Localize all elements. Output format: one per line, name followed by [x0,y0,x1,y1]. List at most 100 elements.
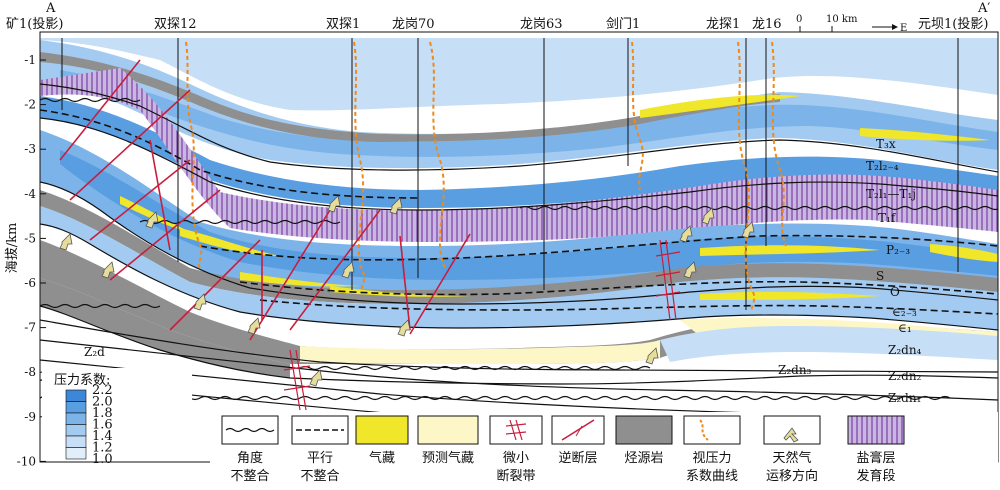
legend-label-salt-1: 盐膏层 [856,450,895,466]
legend-label-migration-2: 运移方向 [766,468,818,484]
legend-label-parallel-1: 平行 [307,451,333,466]
legend-item-reverse: 逆断层 [551,415,605,466]
strata-label-t2l2-4: T₂l₂₋₄ [866,159,899,173]
section-body [40,32,998,462]
legend-label-curve-2: 系数曲线 [686,469,738,484]
legend-item-microfault: 微小 断裂带 [489,415,543,484]
legend-item-source: 烃源岩 [615,415,673,466]
t3x-core [60,70,998,157]
y-tick-label: -5 [24,231,36,245]
well-label-shuangtan1: 双探1 [326,17,360,32]
strata-label-o: O [890,285,900,299]
y-tick-label: -2 [24,98,36,112]
scale-zero-label: 0 [796,14,802,25]
legend-label-source: 烃源岩 [624,451,663,466]
source-rock-s [40,190,998,304]
well-label-long16: 龙16 [752,17,782,32]
pressure-swatch [65,447,87,460]
well-label-kuang1: 矿1(投影) [6,16,63,32]
y-tick-label: -8 [24,365,36,379]
well-label-longtan1: 龙探1 [706,17,740,32]
east-direction-indicator: E [872,23,907,34]
direction-label: E [900,23,907,34]
pressure-swatch [65,412,87,425]
pressure-curves [185,41,787,313]
y-axis: -1 -2 -3 -4 -5 -6 -7 -8 -9 -10 海拔/km [5,32,46,468]
strata-label-z2dn3: Z₂dn₃ [778,363,812,377]
marker-a: A [45,1,56,16]
strata-labels: T₃x T₂l₂₋₄ T₂l₁—T₁j T₁f P₂₋₃ S O ∈₂₋₃ ∈₁… [84,137,922,405]
pressure-swatch [65,424,87,437]
pressure-value-label: 1.6 [92,418,113,433]
pressure-legend-title: 压力系数: [54,373,110,388]
predicted-gas-lower [300,340,660,364]
pressure-swatch [65,435,87,448]
legend-item-gas: 气藏 [355,415,409,466]
pressure-value-label: 1.8 [92,406,113,421]
pressure-value-label: 1.0 [92,452,113,467]
legend-label-angular-1: 角度 [237,450,263,466]
strata-label-t1f: T₁f [878,211,897,225]
pressure-value-label: 2.2 [92,383,113,398]
strata-label-t3x: T₃x [876,137,896,151]
source-rock-z2d [40,278,290,378]
migration-arrows [59,195,755,387]
y-axis-label: 海拔/km [5,223,20,274]
pressure-value-label: 1.4 [92,429,113,444]
strata-label-z2d: Z₂d [84,345,105,359]
strata-label-c2-3: ∈₂₋₃ [892,305,917,319]
y-tick-label: -1 [24,53,36,67]
y-tick-label: -4 [24,187,36,201]
pressure-value-label: 1.2 [92,441,113,456]
legend-label-angular-2: 不整合 [230,469,269,484]
well-label-shuangtan12: 双探12 [154,17,197,32]
y-tick-label: -7 [24,321,36,335]
legend-label-migration-1: 天然气 [772,450,811,466]
legend-label-reverse: 逆断层 [558,450,597,466]
legend-item-curve: 视压力 系数曲线 [683,415,741,484]
legend-label-gas: 气藏 [369,450,395,466]
parallel-unconformities [40,109,998,315]
legend-label-predicted: 预测气藏 [422,450,474,466]
legend-label-microfault-2: 断裂带 [496,469,535,484]
well-label-longgang70: 龙岗70 [392,17,435,32]
strata-label-c1: ∈₁ [898,321,912,335]
y-tick-label: -6 [24,276,36,290]
strata-label-t2l1-t1j: T₂l₁—T₁j [866,187,916,201]
well-label-jianmen1: 剑门1 [606,16,640,32]
y-tick-label: -9 [24,410,36,424]
strata-label-p2-3: P₂₋₃ [886,243,910,257]
salt-interval [40,68,998,242]
upper-pressure-zone [40,38,998,111]
well-label-longgang63: 龙岗63 [520,17,563,32]
legend-item-angular: 角度 不整合 [221,415,279,484]
legend: 角度 不整合 平行 不整合 气藏 预测气藏 微小 断裂带 [210,412,998,490]
legend-item-parallel: 平行 不整合 [291,415,349,484]
strata-label-z2dn1: Z₂dn₁ [888,391,921,405]
scale-bar: 0 10 km [796,14,858,33]
y-tick-label: -10 [17,454,36,468]
reverse-faults [59,59,471,341]
legend-label-microfault-1: 微小 [503,451,529,466]
legend-item-salt: 盐膏层 发育段 [847,415,905,484]
well-label-yuanba1: 元坝1(投影) [918,16,988,32]
marker-a-prime: A′ [977,1,990,16]
pressure-swatch [65,389,87,402]
pressure-value-label: 2.0 [92,395,113,410]
y-tick-label: -3 [24,142,36,156]
well-lines [61,38,959,310]
scale-ten-label: 10 km [826,14,858,25]
legend-item-migration: 天然气 运移方向 [763,415,821,484]
legend-label-parallel-2: 不整合 [300,469,339,484]
strata-label-z2dn4: Z₂dn₄ [888,343,922,357]
z2dn4-zone [660,326,998,362]
micro-fault-zones [283,239,681,411]
strata-label-z2dn2: Z₂dn₂ [888,369,922,383]
legend-item-predicted: 预测气藏 [417,415,479,466]
pressure-legend: 压力系数: 2.22.01.81.61.41.21.0 [42,368,192,467]
source-rock-upper [40,52,780,142]
legend-label-curve-1: 视压力 [692,451,731,466]
pressure-swatch [65,401,87,414]
legend-label-salt-2: 发育段 [856,468,895,484]
